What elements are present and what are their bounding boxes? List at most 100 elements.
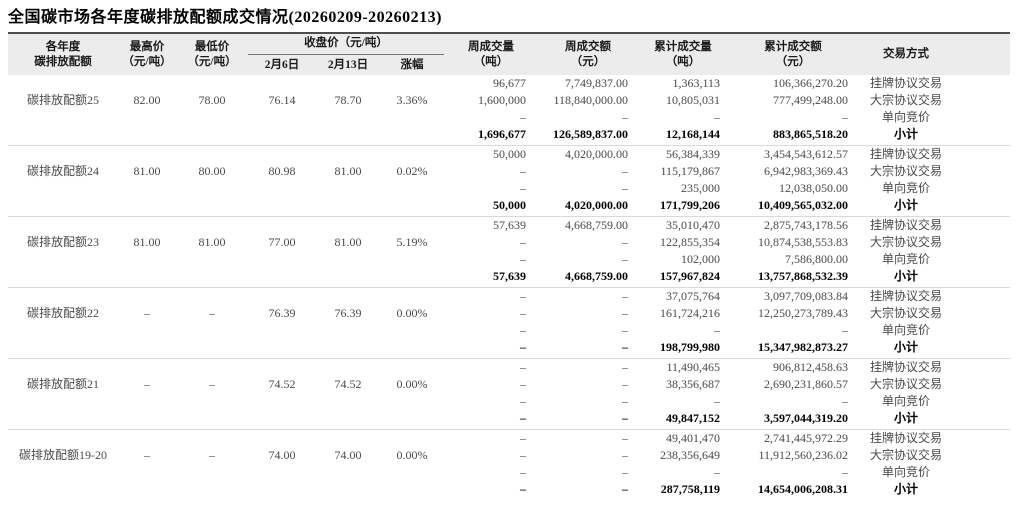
cum-volume: 238,356,649 xyxy=(660,448,721,462)
col-header-method: 交易方式 xyxy=(883,48,930,60)
trade-method: 挂牌协议交易 xyxy=(870,76,943,90)
cum-amount-subtotal: 883,865,518.20 xyxy=(773,127,849,141)
table-header: 各年度 碳排放配额 最高价 （元/吨） 最低价 （元/吨） 收盘价（元/吨） 周… xyxy=(8,33,1011,76)
block-quota-24: 碳排放配额24 81.00 80.00 80.98 81.00 0.02% 50… xyxy=(8,145,1011,217)
col-header-feb13: 2月13日 xyxy=(327,59,369,71)
cum-amount: 11,912,560,236.02 xyxy=(758,448,849,462)
cum-volume: 235,000 xyxy=(681,181,721,195)
quota-name: 碳排放配额21 xyxy=(26,377,99,391)
week-amount-subtotal: – xyxy=(622,482,629,496)
trade-method: 大宗协议交易 xyxy=(870,93,943,107)
subtotal-row: – – 49,847,152 3,597,044,319.20 小计 xyxy=(8,410,1010,430)
block-left-spacer xyxy=(8,126,444,146)
trade-method: 小计 xyxy=(894,411,919,425)
block-quota-22: 碳排放配额22 – – 76.39 76.39 0.00% – – 37,075… xyxy=(8,287,1011,359)
week-volume-subtotal: 50,000 xyxy=(493,198,527,212)
quota-trading-table: 各年度 碳排放配额 最高价 （元/吨） 最低价 （元/吨） 收盘价（元/吨） 周… xyxy=(8,32,1011,503)
week-amount: – xyxy=(622,431,629,445)
week-volume: 57,639 xyxy=(493,218,527,232)
trade-method: 大宗协议交易 xyxy=(870,448,943,462)
week-volume: – xyxy=(520,164,527,178)
change-pct: 5.19% xyxy=(396,235,428,249)
cum-amount: 12,038,050.00 xyxy=(779,181,849,195)
week-amount-subtotal: – xyxy=(622,340,629,354)
cum-amount: 3,454,543,612.57 xyxy=(764,147,849,161)
col-header-cum-amount-line2: （元） xyxy=(775,55,811,68)
cum-amount: 7,586,800.00 xyxy=(785,252,849,266)
close-feb6: 74.52 xyxy=(268,377,296,391)
low-price: – xyxy=(209,377,215,391)
week-amount: – xyxy=(622,448,629,462)
high-price: – xyxy=(144,377,150,391)
cum-volume-subtotal: 287,758,119 xyxy=(660,482,721,496)
trade-method: 大宗协议交易 xyxy=(870,377,943,391)
trade-method: 单向竞价 xyxy=(882,465,931,479)
cum-amount: – xyxy=(842,394,849,408)
week-volume-subtotal: – xyxy=(520,411,527,425)
cum-amount: 106,366,270.20 xyxy=(773,76,849,90)
week-amount: – xyxy=(622,377,629,391)
week-volume: 96,677 xyxy=(493,76,527,90)
cum-volume: 38,356,687 xyxy=(666,377,721,391)
week-amount: – xyxy=(622,252,629,266)
week-amount-subtotal: 126,589,837.00 xyxy=(553,127,629,141)
quota-name: 碳排放配额23 xyxy=(26,235,99,249)
cum-volume: 161,724,216 xyxy=(660,306,721,320)
table-row: – – – – 单向竞价 xyxy=(8,109,1010,126)
subtotal-row: 50,000 4,020,000.00 171,799,206 10,409,5… xyxy=(8,197,1010,217)
col-header-cum-amount: 累计成交额 （元） xyxy=(728,33,858,75)
high-price: 81.00 xyxy=(133,164,161,178)
week-volume: – xyxy=(520,431,527,445)
low-price: 80.00 xyxy=(198,164,226,178)
quota-name: 碳排放配额25 xyxy=(26,93,99,107)
week-amount-subtotal: 4,020,000.00 xyxy=(565,198,629,212)
cum-volume: 10,805,031 xyxy=(666,93,721,107)
cum-amount: 3,097,709,083.84 xyxy=(764,289,849,303)
cum-volume-subtotal: 171,799,206 xyxy=(660,198,721,212)
table-row: 碳排放配额23 81.00 81.00 77.00 81.00 5.19% 57… xyxy=(8,217,1010,249)
cum-amount: 12,250,273,789.43 xyxy=(758,306,849,320)
week-amount: 118,840,000.00 xyxy=(553,93,629,107)
week-amount: 4,668,759.00 xyxy=(565,218,629,232)
table-row: – – 238,356,649 11,912,560,236.02 大宗协议交易 xyxy=(8,447,1010,464)
col-header-close-group: 收盘价（元/吨） xyxy=(248,33,445,55)
cum-amount-subtotal: 3,597,044,319.20 xyxy=(764,411,849,425)
col-header-low-line2: （元/吨） xyxy=(187,55,237,68)
col-header-cum-volume: 累计成交量 （吨） xyxy=(638,33,728,75)
col-header-quota-line2: 碳排放配额 xyxy=(34,55,92,68)
cum-amount: 906,812,458.63 xyxy=(773,360,849,374)
col-header-quota-line1: 各年度 xyxy=(45,40,81,53)
subtotal-row: – – 287,758,119 14,654,006,208.31 小计 xyxy=(8,481,1010,503)
cum-volume: – xyxy=(714,110,721,124)
header-row-2: 2月6日 2月13日 涨幅 xyxy=(8,55,1010,76)
close-feb13: 81.00 xyxy=(334,235,362,249)
close-feb6: 77.00 xyxy=(268,235,296,249)
week-volume: – xyxy=(520,306,527,320)
trade-method: 小计 xyxy=(894,482,919,496)
cum-volume: 11,490,465 xyxy=(666,360,721,374)
cum-volume-subtotal: 49,847,152 xyxy=(666,411,721,425)
subtotal-row: – – 198,799,980 15,347,982,873.27 小计 xyxy=(8,339,1010,359)
change-pct: 0.00% xyxy=(396,448,428,462)
high-price: 82.00 xyxy=(133,93,161,107)
cum-amount: 2,741,445,972.29 xyxy=(764,431,849,445)
week-amount: – xyxy=(622,394,629,408)
col-header-change: 涨幅 xyxy=(400,59,424,71)
col-header-cum-volume-line2: （吨） xyxy=(665,55,701,68)
close-feb6: 74.00 xyxy=(268,448,296,462)
low-price: – xyxy=(209,448,215,462)
cum-amount: 2,690,231,860.57 xyxy=(764,377,849,391)
week-volume: – xyxy=(520,394,527,408)
block-quota-21: 碳排放配额21 – – 74.52 74.52 0.00% – – 11,490… xyxy=(8,358,1011,430)
col-header-week-amount-line1: 周成交额 xyxy=(565,40,612,53)
trade-method: 单向竞价 xyxy=(882,323,931,337)
low-price: 81.00 xyxy=(198,235,226,249)
trade-method: 挂牌协议交易 xyxy=(870,431,943,445)
trade-method: 小计 xyxy=(894,340,919,354)
change-pct: 0.00% xyxy=(396,306,428,320)
high-price: – xyxy=(144,448,150,462)
block-quota-25: 碳排放配额25 82.00 78.00 76.14 78.70 3.36% 96… xyxy=(8,75,1010,146)
trade-method: 挂牌协议交易 xyxy=(870,218,943,232)
col-header-quota: 各年度 碳排放配额 xyxy=(8,33,118,75)
cum-volume: 115,179,867 xyxy=(660,164,721,178)
